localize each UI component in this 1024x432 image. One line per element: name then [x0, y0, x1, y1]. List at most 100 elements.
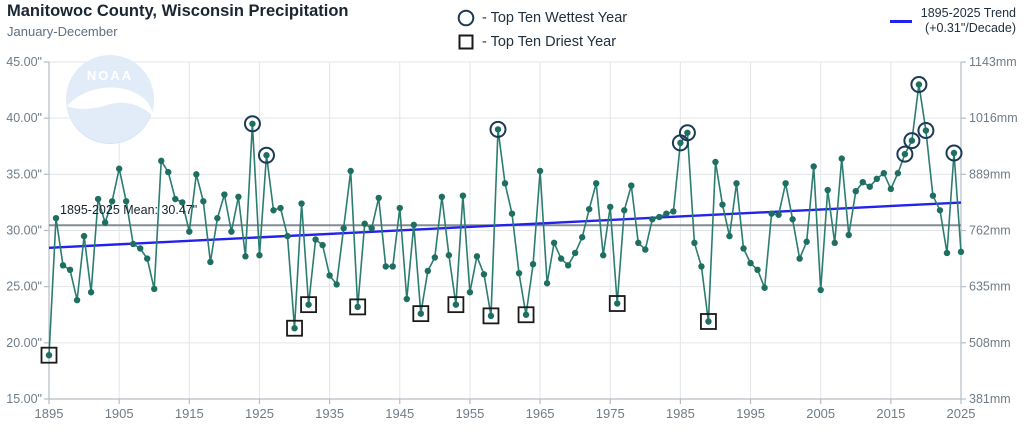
data-point[interactable] [459, 192, 467, 199]
data-point[interactable] [663, 210, 670, 217]
data-point[interactable] [789, 216, 796, 223]
data-point[interactable] [340, 225, 347, 232]
data-point[interactable] [108, 198, 116, 205]
data-point[interactable] [929, 192, 937, 199]
data-point[interactable] [179, 199, 186, 206]
data-point[interactable] [600, 252, 607, 259]
data-point[interactable] [87, 289, 95, 296]
data-point[interactable] [438, 193, 446, 200]
data-point[interactable] [852, 187, 859, 195]
data-point[interactable] [431, 254, 439, 261]
data-point[interactable] [207, 258, 214, 266]
data-point[interactable] [122, 198, 130, 205]
data-point[interactable] [263, 152, 270, 159]
data-point[interactable] [396, 204, 403, 212]
data-point[interactable] [649, 216, 656, 223]
data-point[interactable] [557, 255, 565, 262]
data-point[interactable] [214, 214, 221, 222]
data-point[interactable] [670, 208, 677, 215]
data-point[interactable] [494, 126, 502, 133]
data-point[interactable] [614, 300, 621, 307]
data-point[interactable] [319, 241, 326, 249]
data-point[interactable] [487, 312, 495, 320]
data-point[interactable] [59, 262, 67, 269]
data-point[interactable] [838, 155, 845, 162]
data-point[interactable] [452, 301, 460, 308]
data-point[interactable] [915, 81, 923, 88]
data-point[interactable] [593, 180, 600, 187]
data-point[interactable] [691, 239, 698, 247]
data-point[interactable] [585, 205, 593, 213]
data-point[interactable] [172, 195, 179, 203]
data-point[interactable] [375, 194, 382, 202]
data-point[interactable] [719, 201, 726, 208]
data-point[interactable] [894, 170, 902, 177]
data-point[interactable] [936, 207, 944, 214]
data-point[interactable] [775, 211, 782, 218]
data-point[interactable] [277, 204, 284, 212]
data-point[interactable] [908, 137, 916, 144]
data-point[interactable] [291, 325, 298, 332]
data-point[interactable] [333, 281, 340, 288]
data-point[interactable] [298, 200, 305, 207]
data-point[interactable] [698, 263, 705, 270]
data-point[interactable] [473, 253, 481, 260]
data-point[interactable] [508, 210, 516, 217]
data-point[interactable] [52, 214, 60, 222]
data-point[interactable] [810, 163, 817, 170]
data-point[interactable] [45, 351, 53, 359]
data-point[interactable] [873, 175, 881, 183]
data-point[interactable] [656, 213, 663, 221]
data-point[interactable] [677, 139, 684, 147]
data-point[interactable] [866, 183, 873, 190]
data-point[interactable] [922, 127, 930, 134]
data-point[interactable] [543, 280, 551, 287]
data-point[interactable] [684, 129, 691, 136]
data-point[interactable] [417, 310, 425, 317]
data-point[interactable] [642, 246, 649, 253]
data-point[interactable] [94, 195, 102, 203]
data-point[interactable] [466, 289, 474, 296]
data-point[interactable] [66, 266, 74, 274]
data-point[interactable] [256, 252, 263, 259]
data-point[interactable] [887, 185, 895, 193]
data-point[interactable] [817, 286, 824, 294]
data-point[interactable] [326, 272, 333, 279]
data-point[interactable] [480, 271, 488, 278]
data-point[interactable] [200, 198, 207, 205]
data-point[interactable] [529, 261, 537, 268]
data-point[interactable] [880, 170, 888, 177]
data-point[interactable] [501, 180, 509, 187]
data-point[interactable] [270, 207, 277, 214]
data-point[interactable] [101, 219, 109, 226]
data-point[interactable] [943, 249, 951, 257]
data-point[interactable] [389, 263, 396, 270]
data-point[interactable] [901, 150, 909, 158]
data-point[interactable] [368, 225, 375, 232]
data-point[interactable] [571, 249, 579, 257]
data-point[interactable] [73, 296, 81, 304]
data-point[interactable] [768, 210, 775, 217]
data-point[interactable] [242, 253, 249, 260]
data-point[interactable] [747, 259, 754, 267]
data-point[interactable] [740, 245, 747, 252]
data-point[interactable] [115, 165, 123, 172]
data-point[interactable] [305, 301, 312, 308]
data-point[interactable] [845, 231, 852, 239]
data-point[interactable] [578, 234, 586, 241]
data-point[interactable] [726, 232, 733, 240]
data-point[interactable] [957, 248, 965, 256]
data-point[interactable] [705, 318, 712, 325]
data-point[interactable] [733, 180, 740, 187]
data-point[interactable] [522, 311, 530, 318]
data-point[interactable] [536, 167, 544, 175]
data-point[interactable] [144, 255, 151, 262]
data-point[interactable] [382, 263, 389, 270]
data-point[interactable] [950, 149, 958, 157]
data-point[interactable] [361, 220, 368, 227]
data-point[interactable] [354, 303, 361, 311]
data-point[interactable] [312, 236, 319, 243]
data-point[interactable] [445, 252, 453, 259]
data-point[interactable] [607, 203, 614, 211]
data-point[interactable] [80, 232, 88, 240]
